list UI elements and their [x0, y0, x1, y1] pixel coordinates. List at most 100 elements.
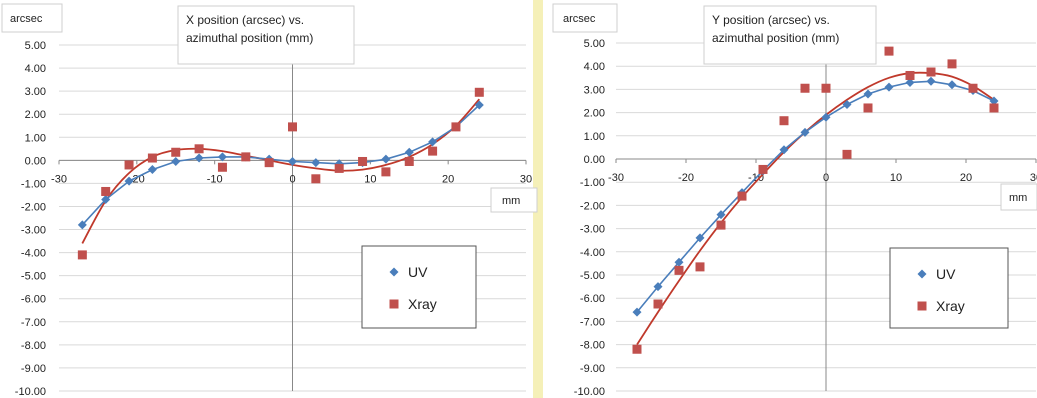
uv-point	[926, 76, 936, 86]
xray-point	[653, 299, 663, 309]
legend-box	[361, 245, 477, 329]
chart-title-line: X position (arcsec) vs.	[186, 13, 304, 27]
uv-point	[821, 112, 831, 122]
y-tick-label: -8.00	[580, 340, 605, 352]
uv-point	[77, 220, 87, 230]
uv-point	[695, 233, 705, 243]
uv-point	[800, 127, 810, 137]
chart-title-line: azimuthal position (mm)	[712, 31, 839, 45]
xray-point	[716, 220, 726, 230]
x-axis-label: mm	[502, 195, 520, 207]
uv-point	[989, 96, 999, 106]
uv-point	[474, 100, 484, 110]
chart-title-line: Y position (arcsec) vs.	[712, 13, 830, 27]
x-tick-label: -10	[207, 173, 223, 185]
x-tick-label: -20	[129, 173, 145, 185]
y-tick-label: -3.00	[21, 225, 46, 237]
xray-point	[171, 147, 181, 157]
xray-point	[632, 344, 642, 354]
chart-title-line: azimuthal position (mm)	[186, 31, 313, 45]
y-tick-label: 1.00	[584, 131, 605, 143]
x-tick-label: -20	[678, 172, 694, 184]
xray-point	[674, 265, 684, 275]
xray-point	[358, 156, 368, 166]
xray-legend-marker	[917, 301, 927, 311]
uv-point	[905, 77, 915, 87]
y-tick-label: -4.00	[580, 247, 605, 259]
uv-point	[428, 137, 438, 147]
xray-point	[101, 186, 111, 196]
xray-point	[926, 67, 936, 77]
uv-point	[653, 282, 663, 292]
y-tick-label: -6.00	[21, 294, 46, 306]
y-axis-label-box	[552, 3, 618, 33]
x-tick-label: 30	[520, 173, 532, 185]
legend-label-uv: UV	[408, 264, 428, 280]
x-axis-label-box	[1000, 183, 1037, 211]
y-tick-label: -8.00	[21, 340, 46, 352]
xray-point	[451, 122, 461, 132]
uv-point	[171, 156, 181, 166]
uv-legend-marker	[389, 267, 399, 277]
y-tick-label: 0.00	[584, 154, 605, 166]
xray-point	[695, 262, 705, 272]
x-tick-label: 0	[823, 172, 829, 184]
y-tick-label: 4.00	[584, 61, 605, 73]
x-tick-label: 30	[1030, 172, 1037, 184]
uv-point	[288, 156, 297, 166]
y-tick-label: -2.00	[580, 200, 605, 212]
uv-point	[217, 152, 227, 162]
y-tick-label: -7.00	[580, 316, 605, 328]
uv-point	[381, 154, 391, 164]
xray-point	[147, 153, 157, 163]
legend: UV Xray	[889, 247, 1009, 329]
uv-point	[884, 82, 894, 92]
xray-point	[968, 83, 978, 93]
xray-point	[264, 158, 274, 168]
xray-point	[77, 250, 87, 260]
chart-y-position: 5.00 4.00 3.00 2.00 1.00 0.00 -1.00 -2.00 -3.00 -…	[552, 3, 1037, 398]
uv-point	[863, 89, 873, 99]
xray-point	[779, 116, 789, 126]
y-tick-label: -4.00	[21, 248, 46, 260]
legend: UV Xray	[361, 245, 477, 329]
y-tick-label: 1.00	[25, 132, 46, 144]
y-axis-label: arcsec	[563, 13, 596, 25]
y-tick-label: 4.00	[25, 63, 46, 75]
y-tick-label: -3.00	[580, 224, 605, 236]
y-tick-label: -5.00	[21, 271, 46, 283]
xray-point	[241, 152, 251, 162]
y-tick-label: -10.00	[574, 386, 605, 398]
y-tick-label: -1.00	[580, 177, 605, 189]
xray-point	[124, 160, 134, 170]
uv-legend-marker	[917, 269, 927, 279]
xray-point	[311, 174, 321, 184]
x-tick-label: 20	[960, 172, 972, 184]
uv-point	[716, 210, 726, 220]
uv-point	[194, 153, 204, 163]
y-tick-label: 5.00	[25, 40, 46, 52]
uv-point	[674, 257, 684, 267]
xray-point	[737, 191, 747, 201]
y-axis-label-box	[1, 3, 63, 33]
y-axis-label: arcsec	[10, 13, 43, 25]
xray-point	[474, 87, 484, 97]
y-tick-label: 3.00	[25, 86, 46, 98]
xray-point	[334, 163, 344, 173]
x-tick-label: 10	[364, 173, 376, 185]
xray-legend-marker	[389, 299, 399, 309]
xray-point	[288, 122, 297, 132]
xray-point	[821, 83, 831, 93]
x-tick-label: 0	[289, 173, 295, 185]
uv-point	[311, 158, 321, 168]
xray-point	[217, 162, 227, 172]
y-tick-label: 3.00	[584, 84, 605, 96]
uv-point	[632, 307, 642, 317]
uv-series-line	[81, 104, 480, 226]
xray-point	[884, 46, 894, 56]
x-tick-label: 20	[442, 173, 454, 185]
xray-point	[800, 83, 810, 93]
y-tick-label: -1.00	[21, 178, 46, 190]
y-tick-label: -9.00	[21, 363, 46, 375]
